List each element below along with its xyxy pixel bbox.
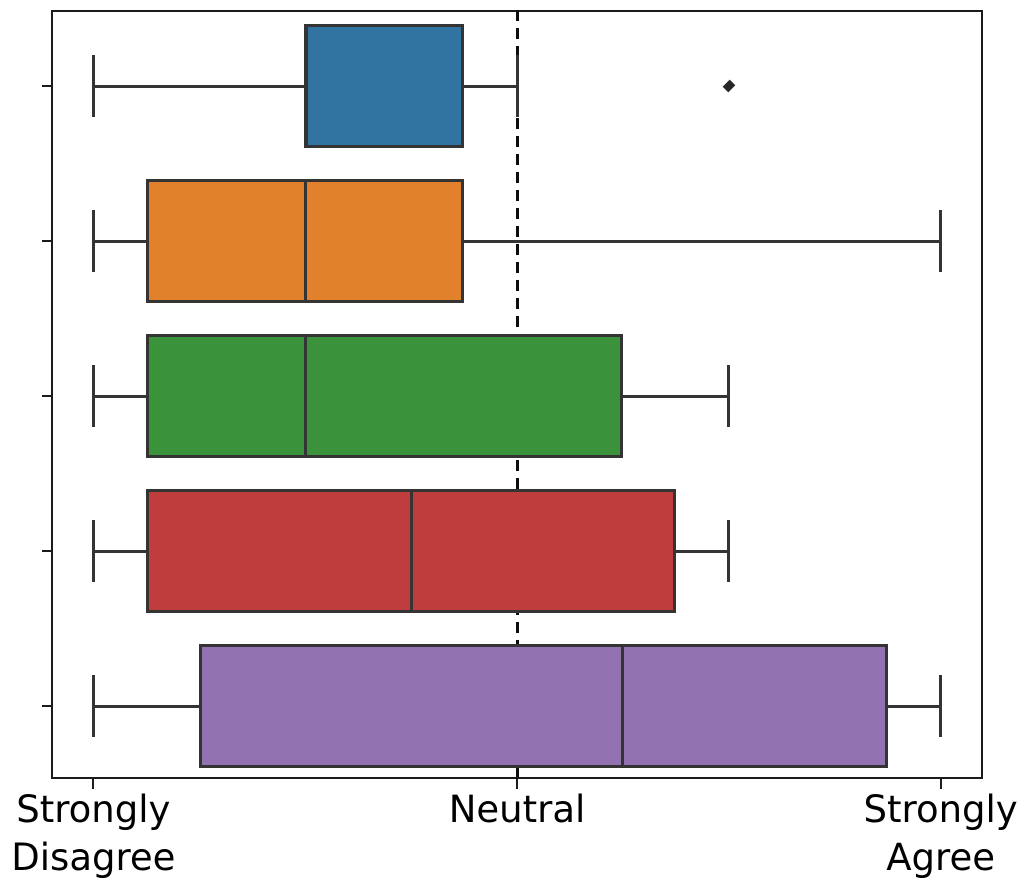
whisker-line [464,239,941,243]
whisker-cap [91,520,95,582]
box [199,644,888,768]
whisker-line [93,239,147,243]
median-line [303,179,307,303]
median-line [409,489,413,613]
box [146,334,623,458]
x-tick [939,779,942,789]
x-tick-label-strongly-agree: Strongly Agree [863,788,1018,879]
x-tick-label-strongly-disagree: Strongly Disagree [11,788,176,879]
whisker-cap [939,210,943,272]
y-tick [42,85,51,87]
whisker-cap [727,365,731,427]
median-line [303,24,307,148]
whisker-line [464,84,517,88]
x-tick [516,779,518,789]
y-tick [42,705,51,707]
whisker-line [622,394,729,398]
whisker-line [93,394,147,398]
whisker-cap [91,675,95,737]
box [305,24,465,148]
y-tick [42,240,51,242]
whisker-cap [515,55,519,117]
whisker-line [93,84,306,88]
median-line [621,644,625,768]
x-tick [92,779,95,789]
whisker-line [887,704,941,708]
y-tick [42,395,51,397]
whisker-cap [91,55,95,117]
whisker-line [93,549,147,553]
y-tick [42,550,51,552]
median-line [303,334,307,458]
whisker-line [675,549,729,553]
whisker-cap [727,520,731,582]
whisker-cap [91,210,95,272]
whisker-line [93,704,200,708]
whisker-cap [939,675,943,737]
x-tick-label-neutral: Neutral [448,788,586,831]
whisker-cap [91,365,95,427]
